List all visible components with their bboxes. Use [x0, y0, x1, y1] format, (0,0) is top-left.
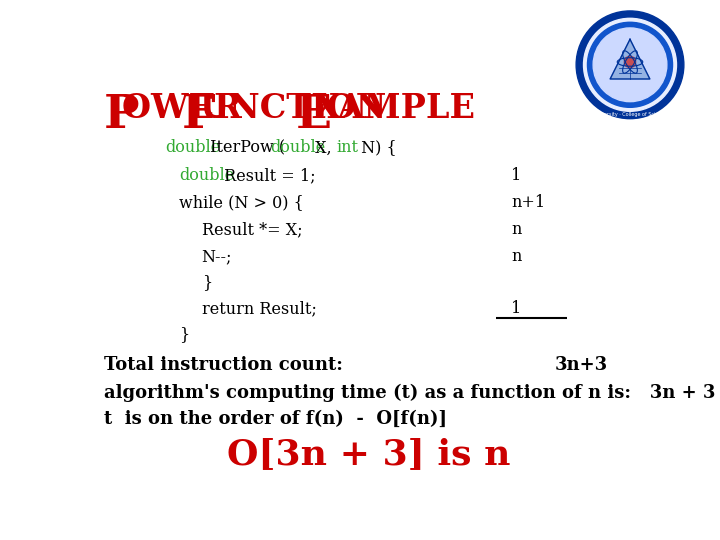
Circle shape [624, 56, 636, 68]
Text: UNCTION: UNCTION [199, 92, 397, 125]
Text: F: F [181, 92, 215, 138]
Text: OWER: OWER [122, 92, 253, 125]
Text: Total instruction count:: Total instruction count: [104, 356, 343, 374]
Text: Result *= X;: Result *= X; [202, 221, 302, 238]
Text: n+1: n+1 [511, 194, 546, 211]
Text: E: E [296, 92, 332, 138]
Text: 1: 1 [511, 167, 521, 184]
Text: t  is on the order of f(n)  -  O[f(n)]: t is on the order of f(n) - O[f(n)] [104, 410, 447, 428]
Text: 3n+3: 3n+3 [554, 356, 608, 374]
Text: double: double [271, 139, 326, 157]
Text: n: n [511, 221, 522, 238]
Text: N) {: N) { [356, 139, 397, 157]
Text: algorithm's computing time (t) as a function of n is:   3n + 3: algorithm's computing time (t) as a func… [104, 383, 716, 402]
Text: }: } [179, 326, 189, 343]
Circle shape [588, 22, 672, 107]
Text: X,: X, [310, 139, 337, 157]
Text: double: double [179, 167, 235, 184]
Text: double: double [166, 139, 220, 157]
Text: }: } [202, 274, 212, 291]
Circle shape [583, 18, 677, 111]
Text: IterPow (: IterPow ( [204, 139, 285, 157]
Text: University · College of Science: University · College of Science [593, 112, 667, 117]
Text: P: P [104, 92, 140, 138]
Text: N--;: N--; [202, 248, 232, 265]
Text: return Result;: return Result; [202, 300, 317, 317]
Polygon shape [610, 39, 650, 79]
Circle shape [593, 28, 667, 102]
Text: O[3n + 3] is n: O[3n + 3] is n [228, 436, 510, 470]
Text: 1: 1 [511, 300, 521, 317]
Text: Result = 1;: Result = 1; [219, 167, 315, 184]
Text: n: n [511, 248, 522, 265]
Circle shape [576, 11, 684, 119]
Text: int: int [336, 139, 359, 157]
Text: XAMPLE: XAMPLE [313, 92, 475, 125]
Text: while (N > 0) {: while (N > 0) { [179, 194, 304, 211]
